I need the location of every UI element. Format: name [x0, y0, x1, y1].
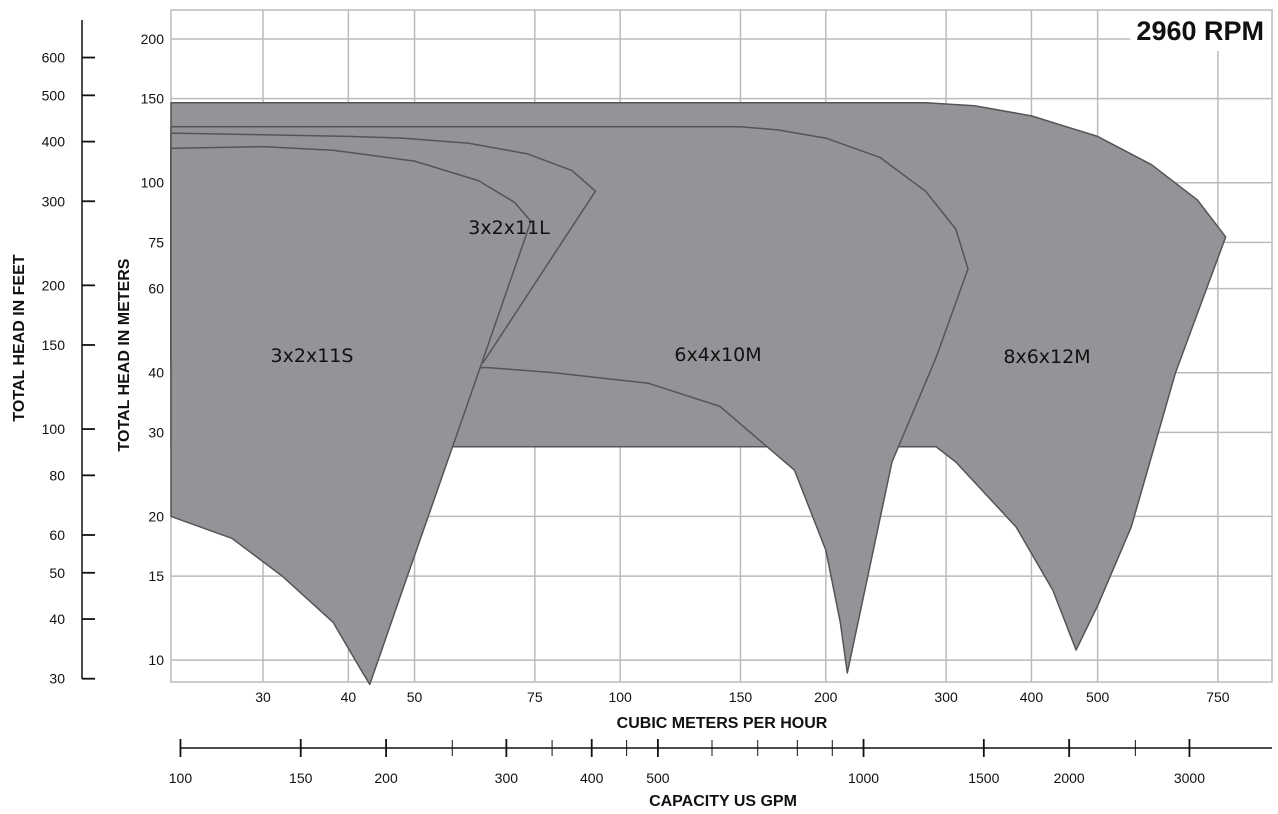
region-3x2x11S: [170, 145, 532, 686]
region-label-3x2x11L: 3x2x11L: [468, 217, 550, 239]
x-axis-title: CUBIC METERS PER HOUR: [617, 715, 828, 732]
y-tick-label: 40: [148, 365, 164, 381]
gpm-axis-title: CAPACITY US GPM: [649, 793, 797, 810]
y-tick-label: 15: [148, 568, 164, 584]
feet-tick-label: 30: [49, 671, 65, 687]
y-tick-label: 75: [148, 234, 164, 250]
chart-axes: 30 40 50 75 100 150 200 300 400 500 750 10 15 20 30 40 6…: [42, 20, 1272, 786]
chart-regions: [170, 102, 1227, 686]
gpm-tick-label: 2000: [1054, 770, 1085, 786]
gpm-tick-label: 1000: [848, 770, 879, 786]
gpm-tick-label: 200: [374, 770, 398, 786]
y-tick-label: 60: [148, 281, 164, 297]
feet-tick-label: 300: [42, 193, 66, 209]
gpm-tick-label: 300: [495, 770, 519, 786]
y-tick-label: 200: [141, 31, 165, 47]
x-tick-label: 50: [407, 689, 423, 705]
region-label-6x4x10M: 6x4x10M: [674, 344, 761, 366]
chart-labels: 8x6x12M 6x4x10M 3x2x11L 3x2x11S: [271, 217, 1091, 368]
y-tick-label: 10: [148, 652, 164, 668]
gpm-tick-label: 3000: [1174, 770, 1205, 786]
x-tick-label: 200: [814, 689, 838, 705]
x-tick-label: 750: [1206, 689, 1230, 705]
y-tick-label: 150: [141, 91, 165, 107]
gpm-tick-label: 400: [580, 770, 604, 786]
gpm-tick-label: 150: [289, 770, 313, 786]
feet-tick-label: 50: [49, 565, 65, 581]
feet-tick-label: 400: [42, 134, 66, 150]
feet-tick-label: 600: [42, 50, 66, 66]
x-tick-label: 40: [341, 689, 357, 705]
feet-axis-title: TOTAL HEAD IN FEET: [11, 254, 28, 421]
feet-tick-label: 60: [49, 527, 65, 543]
x-tick-label: 30: [255, 689, 271, 705]
feet-tick-label: 150: [42, 337, 66, 353]
x-tick-label: 150: [729, 689, 753, 705]
gpm-tick-label: 1500: [968, 770, 999, 786]
y-tick-label: 20: [148, 508, 164, 524]
x-tick-label: 75: [527, 689, 543, 705]
region-label-3x2x11S: 3x2x11S: [271, 345, 354, 367]
x-tick-label: 500: [1086, 689, 1110, 705]
y-axis-title: TOTAL HEAD IN METERS: [116, 258, 133, 451]
feet-tick-label: 100: [42, 421, 66, 437]
feet-tick-label: 40: [49, 611, 65, 627]
rpm-label-box: [1130, 11, 1271, 51]
region-label-8x6x12M: 8x6x12M: [1003, 346, 1090, 368]
gpm-tick-label: 500: [646, 770, 670, 786]
x-tick-label: 100: [608, 689, 632, 705]
y-tick-label: 100: [141, 175, 165, 191]
x-tick-label: 300: [934, 689, 958, 705]
y-tick-label: 30: [148, 424, 164, 440]
x-tick-label: 400: [1020, 689, 1044, 705]
gpm-tick-label: 100: [169, 770, 193, 786]
feet-tick-label: 500: [42, 87, 66, 103]
rpm-label: 2960 RPM: [1136, 16, 1264, 46]
feet-tick-label: 200: [42, 277, 66, 293]
feet-tick-label: 80: [49, 467, 65, 483]
